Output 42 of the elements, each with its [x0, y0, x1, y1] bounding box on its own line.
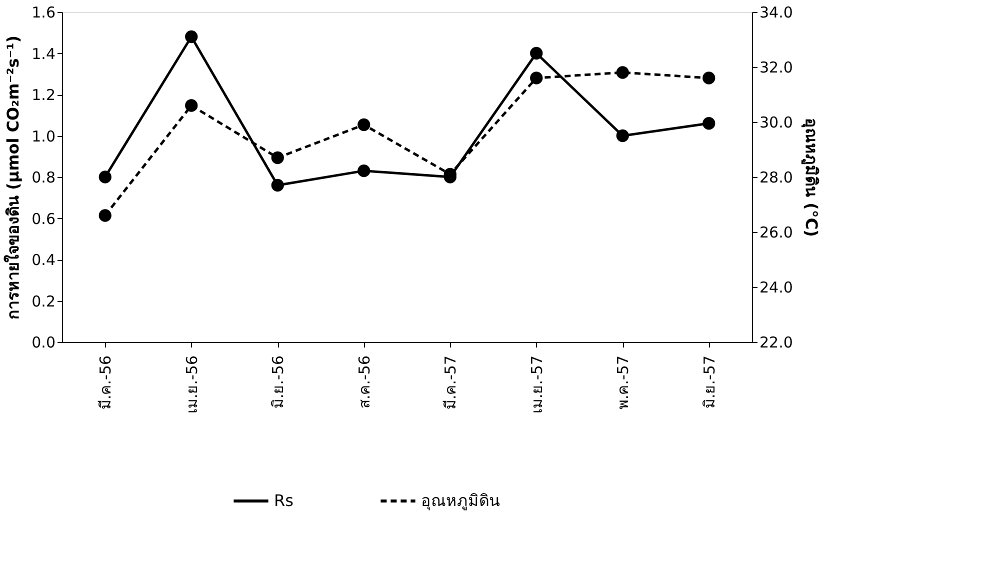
- y2-tick-label: 30.0: [760, 114, 793, 132]
- x-tick-label: พ.ค.-57: [614, 356, 632, 410]
- point: [530, 72, 543, 84]
- y-tick-label: 1.4: [32, 44, 56, 63]
- point: [185, 99, 198, 112]
- x-tick-label: มิ.ย.-56: [269, 356, 288, 409]
- y2-tick-label: 32.0: [760, 58, 793, 76]
- point: [702, 117, 716, 130]
- point: [185, 30, 198, 44]
- y2-tick-label: 34.0: [760, 4, 793, 22]
- point: [358, 164, 370, 178]
- y-tick-label: 0.4: [32, 251, 56, 269]
- x-tick-label: มี.ค.-56: [96, 356, 115, 410]
- point: [98, 209, 112, 222]
- point: [98, 170, 112, 184]
- y2-tick-label: 24.0: [760, 278, 793, 296]
- y2-tick-label: 22.0: [760, 334, 793, 352]
- point: [271, 178, 284, 192]
- y2-tick-label: 28.0: [760, 168, 793, 186]
- point: [358, 118, 370, 132]
- y-tick-label: 1.2: [32, 86, 56, 104]
- x-tick-label: มี.ค.-57: [442, 356, 460, 410]
- x-tick-label: มิ.ย.-57: [700, 356, 718, 409]
- y2-tick-label: 26.0: [760, 224, 793, 242]
- x-tick-label: เม.ย.-57: [528, 356, 546, 414]
- y-tick-label: 1.0: [32, 127, 56, 146]
- y2-axis-title: อุณหภูมิดิน (°C): [800, 118, 821, 237]
- y-tick-label: 0.6: [32, 210, 56, 228]
- point: [616, 66, 629, 79]
- legend-label: อุณหภูมิดิน: [421, 491, 500, 511]
- legend-label: Rs: [274, 491, 294, 510]
- point: [271, 151, 284, 164]
- y-tick-label: 1.6: [32, 4, 56, 22]
- y-tick-label: 0.8: [32, 168, 56, 186]
- y-tick-label: 0.0: [32, 334, 56, 352]
- point: [530, 46, 543, 60]
- point: [702, 72, 716, 84]
- x-tick-label: ส.ค.-56: [355, 356, 374, 409]
- y-tick-label: 0.2: [32, 292, 56, 310]
- point: [616, 129, 629, 142]
- y-axis-title: การหายใจของดิน (µmol CO₂m⁻²s⁻¹): [4, 35, 23, 320]
- x-tick-label: เม.ย.-56: [182, 356, 201, 414]
